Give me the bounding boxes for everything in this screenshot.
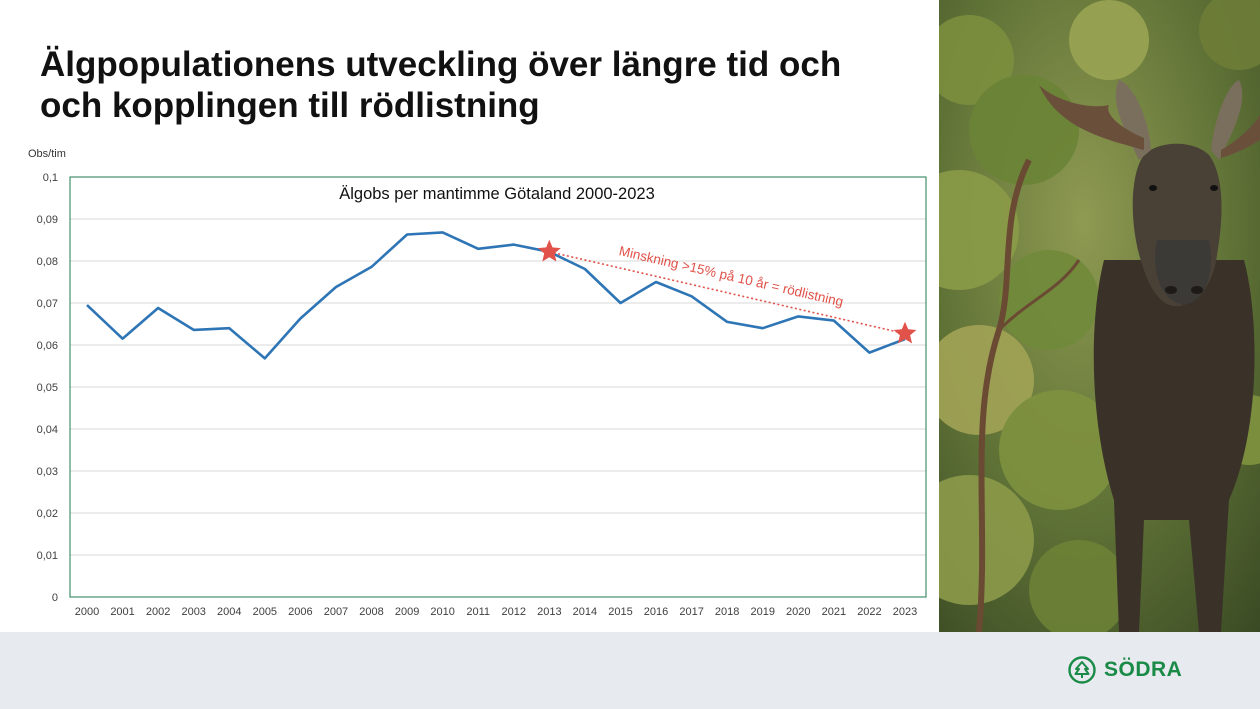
y-tick-labels: 0 0,01 0,02 0,03 0,04 0,05 0,06 0,07 0,08 0,09 0,1 [37, 172, 58, 604]
x-tick-label: 2014 [573, 606, 597, 618]
x-tick-label: 2015 [608, 606, 632, 618]
slide-title: Älgpopulationens utveckling över längre … [40, 44, 920, 126]
x-tick-label: 2016 [644, 606, 668, 618]
y-tick-label: 0,05 [37, 382, 58, 394]
y-tick-label: 0,1 [43, 172, 58, 184]
x-tick-label: 2021 [822, 606, 846, 618]
x-tick-label: 2011 [466, 606, 490, 618]
x-tick-label: 2019 [750, 606, 774, 618]
title-line-1: Älgpopulationens utveckling över längre … [40, 45, 842, 84]
moose-illustration [939, 0, 1260, 632]
x-tick-label: 2002 [146, 606, 170, 618]
chart-title: Älgobs per mantimme Götaland 2000-2023 [339, 185, 655, 203]
x-tick-label: 2012 [502, 606, 526, 618]
y-tick-label: 0 [52, 592, 58, 604]
y-tick-label: 0,01 [37, 550, 58, 562]
x-tick-label: 2017 [679, 606, 703, 618]
x-tick-label: 2005 [253, 606, 277, 618]
x-tick-label: 2013 [537, 606, 561, 618]
x-tick-label: 2010 [430, 606, 454, 618]
end-star-marker [893, 321, 917, 344]
y-tick-label: 0,03 [37, 466, 58, 478]
x-tick-label: 2006 [288, 606, 312, 618]
x-tick-label: 2009 [395, 606, 419, 618]
tree-trunk [976, 158, 1081, 632]
annotation-group: Minskning >15% på 10 år = rödlistning [537, 239, 917, 344]
footer-bar [0, 632, 1260, 709]
y-tick-label: 0,08 [37, 256, 58, 268]
sodra-logo: SÖDRA [1068, 655, 1182, 685]
x-tick-label: 2007 [324, 606, 348, 618]
y-tick-label: 0,02 [37, 508, 58, 520]
x-tick-label: 2022 [857, 606, 881, 618]
x-tick-label: 2000 [75, 606, 99, 618]
x-tick-label: 2003 [181, 606, 205, 618]
annotation-label: Minskning >15% på 10 år = rödlistning [618, 243, 845, 309]
x-tick-label: 2008 [359, 606, 383, 618]
y-tick-label: 0,04 [37, 424, 58, 436]
brand-name: SÖDRA [1104, 658, 1183, 681]
x-tick-label: 2020 [786, 606, 810, 618]
title-line-2: och kopplingen till rödlistning [40, 86, 540, 125]
y-tick-label: 0,09 [37, 214, 58, 226]
start-star-marker [537, 239, 561, 262]
y-tick-label: 0,06 [37, 340, 58, 352]
moose-body [1039, 80, 1260, 632]
pine-foliage [939, 0, 1260, 632]
x-tick-label: 2023 [893, 606, 917, 618]
y-axis-label: Obs/tim [28, 148, 66, 160]
gridlines [70, 218, 926, 556]
plot-area-border [69, 176, 927, 598]
x-tick-label: 2001 [110, 606, 134, 618]
line-chart: Obs/tim 0 0,01 0,02 0,03 0,04 0,05 0,06 0,07 0,0… [28, 148, 927, 618]
x-tick-label: 2018 [715, 606, 739, 618]
x-tick-label: 2004 [217, 606, 241, 618]
moose-photo [939, 0, 1260, 632]
tree-logo-icon [1068, 656, 1096, 684]
y-tick-label: 0,07 [37, 298, 58, 310]
series-group [86, 231, 906, 360]
series-line [86, 231, 906, 360]
x-tick-labels: 2000 2001 2002 2003 2004 2005 2006 2007 2008 2009… [75, 606, 917, 618]
